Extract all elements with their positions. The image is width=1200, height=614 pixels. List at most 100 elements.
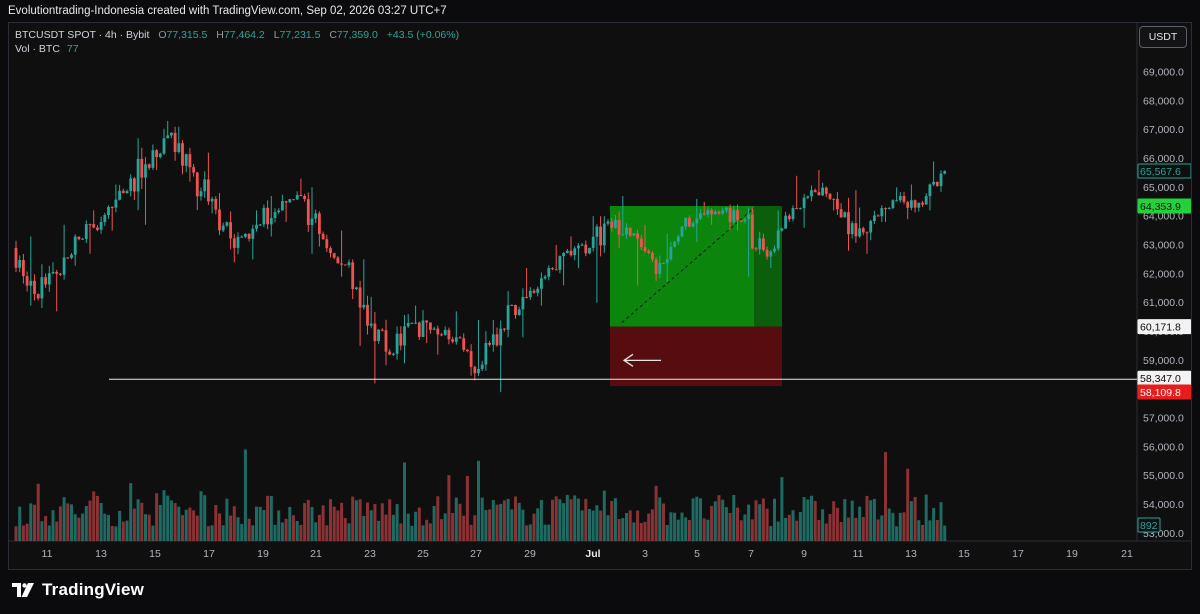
volume-bar [943,525,947,541]
candle-body [277,210,281,213]
time-axis-label: 21 [1121,548,1133,560]
candle-body [432,328,436,330]
candle-body [824,187,828,194]
volume-bar [791,510,795,541]
volume-bar [887,508,891,541]
candle-body [443,329,447,336]
tradingview-logo: TradingView [12,580,144,600]
price-tick-label: 69,000.0 [1143,67,1184,79]
volume-bar [321,505,325,541]
volume-bar [747,504,751,541]
candle-body [617,220,621,235]
chart-pane[interactable]: 69,000.0 68,000.0 67,000.0 66,000.0 65,000.0… [8,22,1192,570]
volume-bar [935,520,939,541]
candle-body [480,364,484,369]
candle-body [743,219,747,222]
price-tick-label: 56,000.0 [1143,441,1184,453]
volume-bar [551,499,554,541]
volume-bar [784,518,788,541]
candle-body [388,351,392,355]
volume-bar [184,509,188,541]
volume-bar [480,497,484,541]
volume-bar [70,504,73,541]
volume-bar [81,513,85,541]
candle-body [584,244,588,254]
candle-body [702,213,706,215]
price-tick-label: 66,000.0 [1143,153,1184,165]
candle-body [776,230,780,249]
candle-body [784,215,787,229]
volume-bar [506,498,510,541]
volume-bar [132,508,136,541]
candlestick-chart[interactable]: 69,000.0 68,000.0 67,000.0 66,000.0 65,000.0… [9,23,1192,570]
candle-body [636,233,639,239]
volume-bar [173,503,177,541]
volume-bar [317,514,321,541]
candle-body [173,132,177,152]
candle-body [610,221,614,228]
volume-bar [502,500,506,541]
candle-body [66,257,70,259]
candle-body [199,191,203,197]
volume-bar [758,504,762,541]
candle-body [739,220,743,222]
candle-body [417,322,421,337]
volume-bar [347,523,351,541]
candle-body [854,223,858,237]
volume-bar [776,521,780,541]
volume-bar [255,506,258,541]
volume-bar [576,498,580,541]
volume-bar [58,506,62,541]
volume-bar [332,506,336,541]
volume-bar [47,525,51,541]
volume-bar [421,525,425,541]
volume-bar [192,510,196,541]
candle-body [747,214,750,220]
volume-bar [754,500,758,541]
volume-badge-label: 892 [1140,520,1158,532]
volume-bar [710,506,714,541]
candle-body [580,244,584,246]
candle-body [906,201,910,208]
volume-bar [832,501,836,541]
candle-body [517,309,521,315]
volume-bar [410,525,414,541]
volume-bar [362,516,366,541]
symbol-name[interactable]: BTCUSDT SPOT · 4h · Bybit [15,29,150,41]
time-axis-label: 15 [149,548,161,560]
candle-body [380,329,384,331]
time-axis-label: 3 [642,548,648,560]
currency-button[interactable]: USDT [1139,26,1187,48]
volume-bar [691,498,695,541]
candle-body [921,202,924,205]
volume-bar [673,512,677,541]
candle-body [214,198,218,210]
candle-body [255,224,258,229]
candle-body [384,330,388,352]
volume-bar [713,501,717,541]
candle-body [540,278,543,289]
candle-body [562,253,565,257]
volume-bar [40,521,44,541]
candle-body [292,199,295,201]
volume-bar [225,498,229,541]
candle-body [51,271,55,274]
candle-body [232,238,236,248]
candle-body [795,208,799,210]
candle-body [466,349,469,352]
volume-bar [403,462,406,541]
arrow-annotation-head [622,353,634,367]
position-dashed-line [621,207,755,323]
volume-label[interactable]: Vol · BTC [15,43,60,55]
candle-body [310,218,314,225]
volume-bar [55,521,59,541]
loss-zone[interactable] [610,326,782,387]
volume-bar [140,502,144,541]
time-axis-label: 19 [257,548,269,560]
candle-body [521,296,525,310]
candle-body [577,245,580,249]
volume-bar [924,494,928,541]
volume-bar [821,509,825,541]
tradingview-logo-icon [12,583,34,597]
candle-body [758,238,762,250]
